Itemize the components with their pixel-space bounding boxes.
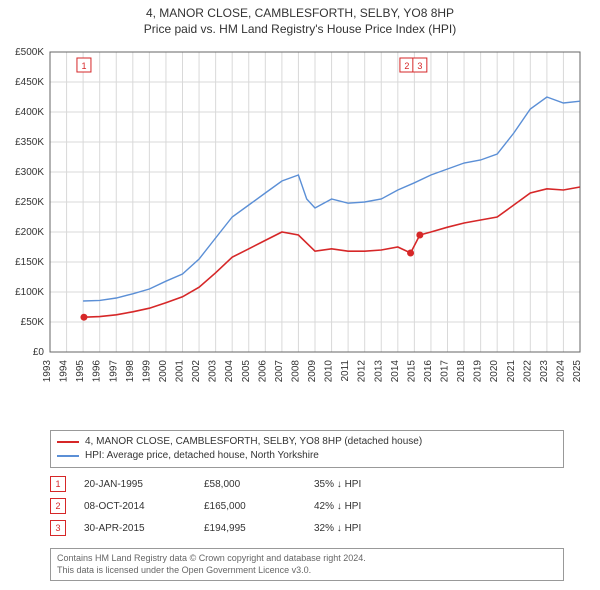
svg-text:2006: 2006: [257, 360, 268, 383]
chart-svg: £0 £50K £100K £150K £200K £250K £300K £350K £400…: [0, 42, 600, 422]
event-number-badge: 2: [50, 498, 66, 514]
svg-text:2022: 2022: [522, 360, 533, 383]
svg-text:1995: 1995: [75, 360, 86, 383]
event-delta: 32% ↓ HPI: [314, 523, 361, 534]
event-price: £165,000: [204, 501, 314, 512]
svg-text:£450K: £450K: [15, 77, 44, 88]
svg-text:2024: 2024: [555, 360, 566, 383]
svg-text:2013: 2013: [373, 360, 384, 383]
svg-text:2004: 2004: [224, 360, 235, 383]
footer-attribution: Contains HM Land Registry data © Crown c…: [50, 548, 564, 581]
svg-text:£500K: £500K: [15, 47, 44, 58]
svg-text:£0: £0: [33, 347, 45, 358]
svg-text:1999: 1999: [141, 360, 152, 383]
svg-text:2014: 2014: [390, 360, 401, 383]
chart-container: 4, MANOR CLOSE, CAMBLESFORTH, SELBY, YO8…: [0, 0, 600, 590]
svg-text:2007: 2007: [274, 360, 285, 383]
event-row: 3 30-APR-2015£194,99532% ↓ HPI: [50, 520, 550, 536]
svg-text:2021: 2021: [506, 360, 517, 383]
svg-text:1997: 1997: [108, 360, 119, 383]
legend-item: 4, MANOR CLOSE, CAMBLESFORTH, SELBY, YO8…: [57, 435, 557, 449]
event-row: 2 08-OCT-2014£165,00042% ↓ HPI: [50, 498, 550, 514]
event-row: 1 20-JAN-1995£58,00035% ↓ HPI: [50, 476, 550, 492]
event-price: £194,995: [204, 523, 314, 534]
event-date: 30-APR-2015: [84, 523, 204, 534]
svg-text:2023: 2023: [539, 360, 550, 383]
svg-text:£200K: £200K: [15, 227, 44, 238]
svg-text:2025: 2025: [572, 360, 583, 383]
svg-text:2003: 2003: [208, 360, 219, 383]
legend-swatch: [57, 455, 79, 457]
title-address: 4, MANOR CLOSE, CAMBLESFORTH, SELBY, YO8…: [0, 6, 600, 20]
svg-text:3: 3: [417, 61, 422, 71]
svg-text:£150K: £150K: [15, 257, 44, 268]
svg-text:2008: 2008: [290, 360, 301, 383]
svg-text:1993: 1993: [42, 360, 53, 383]
titles: 4, MANOR CLOSE, CAMBLESFORTH, SELBY, YO8…: [0, 0, 600, 36]
svg-text:2010: 2010: [324, 360, 335, 383]
event-price: £58,000: [204, 479, 314, 490]
svg-text:2: 2: [404, 61, 409, 71]
svg-text:2012: 2012: [357, 360, 368, 383]
svg-text:1: 1: [81, 61, 86, 71]
event-date: 20-JAN-1995: [84, 479, 204, 490]
legend-item: HPI: Average price, detached house, Nort…: [57, 449, 557, 463]
svg-text:£250K: £250K: [15, 197, 44, 208]
svg-text:2019: 2019: [473, 360, 484, 383]
svg-text:1996: 1996: [92, 360, 103, 383]
svg-text:£300K: £300K: [15, 167, 44, 178]
svg-text:2002: 2002: [191, 360, 202, 383]
footer-line1: Contains HM Land Registry data © Crown c…: [57, 553, 557, 565]
legend-swatch: [57, 441, 79, 443]
legend-label: 4, MANOR CLOSE, CAMBLESFORTH, SELBY, YO8…: [85, 435, 422, 449]
legend: 4, MANOR CLOSE, CAMBLESFORTH, SELBY, YO8…: [50, 430, 564, 468]
svg-text:2020: 2020: [489, 360, 500, 383]
svg-text:2016: 2016: [423, 360, 434, 383]
events-table: 1 20-JAN-1995£58,00035% ↓ HPI 2 08-OCT-2014…: [50, 470, 550, 542]
svg-text:£350K: £350K: [15, 137, 44, 148]
svg-text:1998: 1998: [125, 360, 136, 383]
legend-label: HPI: Average price, detached house, Nort…: [85, 449, 319, 463]
svg-text:£400K: £400K: [15, 107, 44, 118]
footer-line2: This data is licensed under the Open Gov…: [57, 565, 557, 577]
title-subtitle: Price paid vs. HM Land Registry's House …: [0, 22, 600, 36]
svg-text:1994: 1994: [59, 360, 70, 383]
svg-text:2015: 2015: [406, 360, 417, 383]
svg-text:£50K: £50K: [21, 317, 45, 328]
event-number-badge: 1: [50, 476, 66, 492]
svg-text:2001: 2001: [175, 360, 186, 383]
event-number-badge: 3: [50, 520, 66, 536]
event-delta: 42% ↓ HPI: [314, 501, 361, 512]
svg-text:2011: 2011: [340, 360, 351, 382]
svg-text:2017: 2017: [440, 360, 451, 383]
svg-text:2018: 2018: [456, 360, 467, 383]
event-date: 08-OCT-2014: [84, 501, 204, 512]
svg-text:2000: 2000: [158, 360, 169, 383]
chart-area: £0 £50K £100K £150K £200K £250K £300K £350K £400…: [0, 42, 600, 422]
svg-text:2005: 2005: [241, 360, 252, 383]
svg-text:£100K: £100K: [15, 287, 44, 298]
event-delta: 35% ↓ HPI: [314, 479, 361, 490]
svg-text:2009: 2009: [307, 360, 318, 383]
